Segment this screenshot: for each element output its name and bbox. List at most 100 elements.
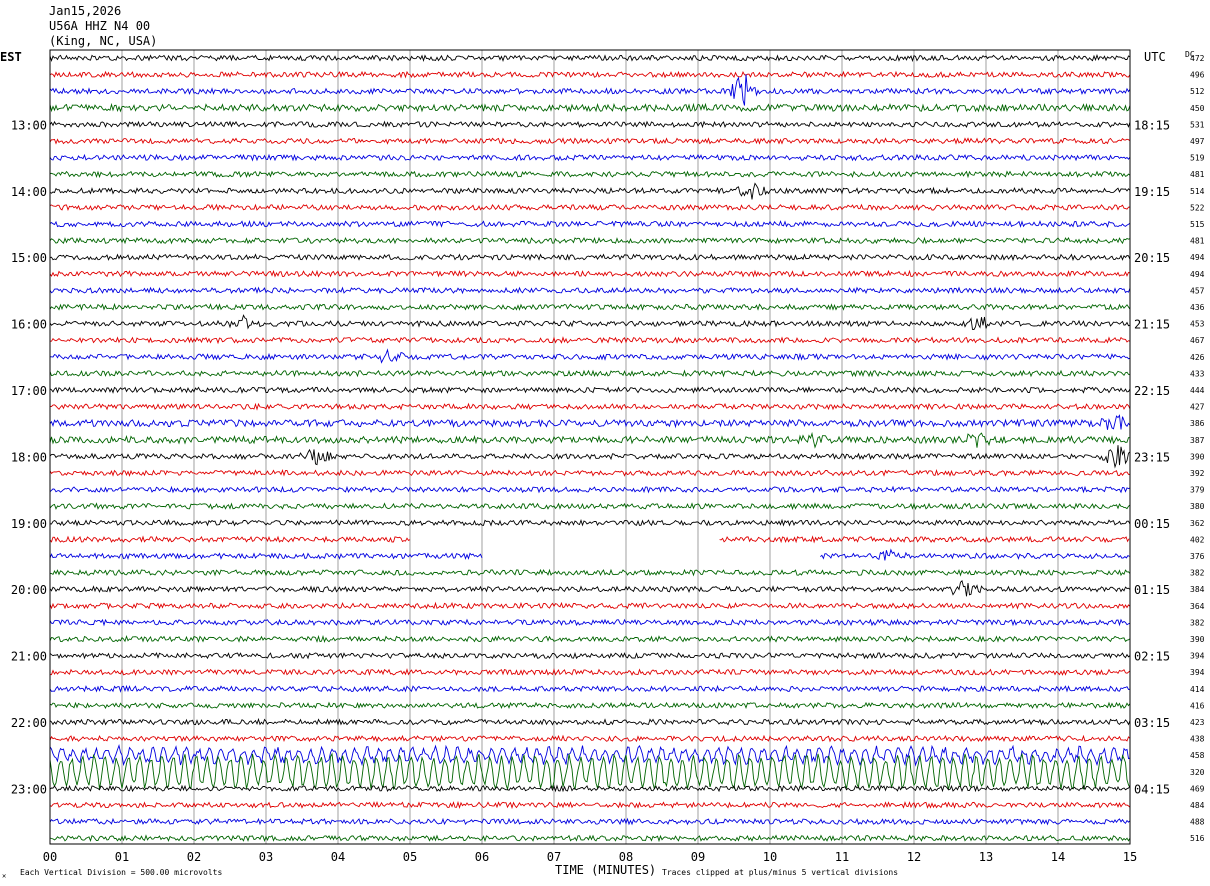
dc-offset-label: 522 bbox=[1190, 203, 1205, 212]
x-tick-label: 02 bbox=[187, 850, 201, 864]
dc-offset-label: 472 bbox=[1190, 54, 1205, 63]
dc-header-label: DC bbox=[1185, 50, 1195, 59]
dc-offset-label: 387 bbox=[1190, 436, 1205, 445]
dc-offset-label: 514 bbox=[1190, 187, 1205, 196]
x-tick-label: 01 bbox=[115, 850, 129, 864]
x-axis-title: TIME (MINUTES) bbox=[555, 863, 656, 877]
seismogram-trace bbox=[49, 535, 411, 543]
dc-offset-label: 519 bbox=[1190, 154, 1205, 163]
dc-offset-label: 380 bbox=[1190, 502, 1205, 511]
seismogram-trace bbox=[49, 744, 1131, 767]
x-tick-label: 09 bbox=[691, 850, 705, 864]
dc-offset-label: 488 bbox=[1190, 818, 1205, 827]
seismogram-trace bbox=[49, 203, 1131, 212]
seismogram-trace bbox=[49, 469, 1130, 477]
dc-offset-label: 444 bbox=[1190, 386, 1205, 395]
seismogram-trace bbox=[49, 552, 483, 560]
dc-offset-label: 512 bbox=[1190, 87, 1205, 96]
dc-offset-label: 364 bbox=[1190, 602, 1205, 611]
seismogram-trace bbox=[49, 618, 1131, 627]
seismogram-trace bbox=[49, 518, 1131, 527]
dc-offset-label: 433 bbox=[1190, 369, 1205, 378]
right-time-label: 03:15 bbox=[1134, 716, 1170, 730]
dc-offset-label: 382 bbox=[1190, 618, 1205, 627]
dc-offset-label: 392 bbox=[1190, 469, 1205, 478]
seismogram-trace bbox=[49, 137, 1131, 145]
seismogram-trace bbox=[50, 336, 1131, 345]
seismogram-trace bbox=[49, 74, 1131, 106]
scale-note: Each Vertical Division = 500.00 microvol… bbox=[20, 868, 222, 877]
dc-offset-label: 467 bbox=[1190, 336, 1205, 345]
x-tick-label: 12 bbox=[907, 850, 921, 864]
right-time-label: 01:15 bbox=[1134, 583, 1170, 597]
left-time-label: 19:00 bbox=[11, 517, 47, 531]
station-id: U56A HHZ N4 00 bbox=[49, 19, 151, 33]
x-tick-label: 00 bbox=[43, 850, 57, 864]
dc-offset-label: 497 bbox=[1190, 137, 1205, 146]
seismogram-trace bbox=[49, 568, 1131, 577]
station-date: Jan15,2026 bbox=[49, 4, 122, 18]
left-time-label: 14:00 bbox=[11, 185, 47, 199]
dc-offset-label: 386 bbox=[1190, 419, 1205, 428]
dc-offset-label: 414 bbox=[1190, 685, 1205, 694]
left-time-label: 17:00 bbox=[11, 384, 47, 398]
left-time-label: 23:00 bbox=[11, 782, 47, 796]
dc-offset-label: 376 bbox=[1190, 552, 1205, 561]
dc-offset-label: 390 bbox=[1190, 452, 1205, 461]
seismogram-trace bbox=[49, 800, 1131, 810]
dc-offset-label: 481 bbox=[1190, 170, 1205, 179]
seismogram-trace bbox=[49, 170, 1131, 179]
left-time-label: 18:00 bbox=[11, 450, 47, 464]
axis-labels: 00 01 02 03 04 05 06 07 08 09 10 11 12 13 14 15 13:00 14:… bbox=[11, 54, 1205, 864]
seismogram-trace bbox=[49, 502, 1131, 511]
dc-offset-label: 416 bbox=[1190, 701, 1205, 710]
seismogram-trace bbox=[49, 834, 1131, 843]
seismogram-trace bbox=[49, 414, 1131, 430]
seismogram-trace bbox=[49, 182, 1131, 200]
left-time-label: 13:00 bbox=[11, 118, 47, 132]
seismogram-trace bbox=[49, 634, 1131, 643]
right-time-label: 22:15 bbox=[1134, 384, 1170, 398]
seismogram-trace bbox=[719, 535, 1130, 544]
right-time-label: 18:15 bbox=[1134, 118, 1170, 132]
dc-offset-label: 436 bbox=[1190, 303, 1205, 312]
right-time-label: 20:15 bbox=[1134, 251, 1170, 265]
x-tick-label: 08 bbox=[619, 850, 633, 864]
seismogram-trace bbox=[49, 236, 1131, 245]
seismogram-trace bbox=[49, 269, 1131, 278]
x-tick-label: 15 bbox=[1123, 850, 1137, 864]
left-time-label: 22:00 bbox=[11, 716, 47, 730]
x-tick-label: 10 bbox=[763, 850, 777, 864]
seismogram-trace bbox=[49, 402, 1131, 411]
dc-offset-label: 450 bbox=[1190, 104, 1205, 113]
x-tick-label: 05 bbox=[403, 850, 417, 864]
dc-offset-label: 457 bbox=[1190, 286, 1205, 295]
clip-note: Traces clipped at plus/minus 5 vertical … bbox=[662, 868, 898, 877]
right-time-label: 19:15 bbox=[1134, 185, 1170, 199]
seismogram-trace bbox=[49, 817, 1131, 826]
dc-offset-label: 515 bbox=[1190, 220, 1205, 229]
dc-offset-label: 382 bbox=[1190, 569, 1205, 578]
left-time-label: 21:00 bbox=[11, 650, 47, 664]
dc-offset-label: 423 bbox=[1190, 718, 1205, 727]
seismogram-trace bbox=[49, 54, 1131, 63]
seismogram-trace bbox=[49, 253, 1131, 262]
seismogram-trace bbox=[49, 717, 1131, 726]
seismogram-trace bbox=[49, 70, 1131, 79]
seismogram-trace bbox=[49, 220, 1131, 228]
seismogram-traces bbox=[49, 54, 1131, 843]
dc-offset-label: 394 bbox=[1190, 668, 1205, 677]
seismogram-trace bbox=[49, 752, 1131, 791]
x-tick-label: 07 bbox=[547, 850, 561, 864]
dc-offset-label: 494 bbox=[1190, 270, 1205, 279]
seismogram-trace bbox=[49, 445, 1131, 469]
dc-offset-label: 362 bbox=[1190, 519, 1205, 528]
right-time-label: 23:15 bbox=[1134, 450, 1170, 464]
dc-offset-label: 484 bbox=[1190, 801, 1205, 810]
dc-offset-label: 496 bbox=[1190, 71, 1205, 80]
station-location: (King, NC, USA) bbox=[49, 34, 158, 48]
seismogram-trace bbox=[49, 601, 1131, 610]
x-tick-label: 04 bbox=[331, 850, 345, 864]
right-time-label: 21:15 bbox=[1134, 318, 1170, 332]
dc-offset-label: 438 bbox=[1190, 735, 1205, 744]
